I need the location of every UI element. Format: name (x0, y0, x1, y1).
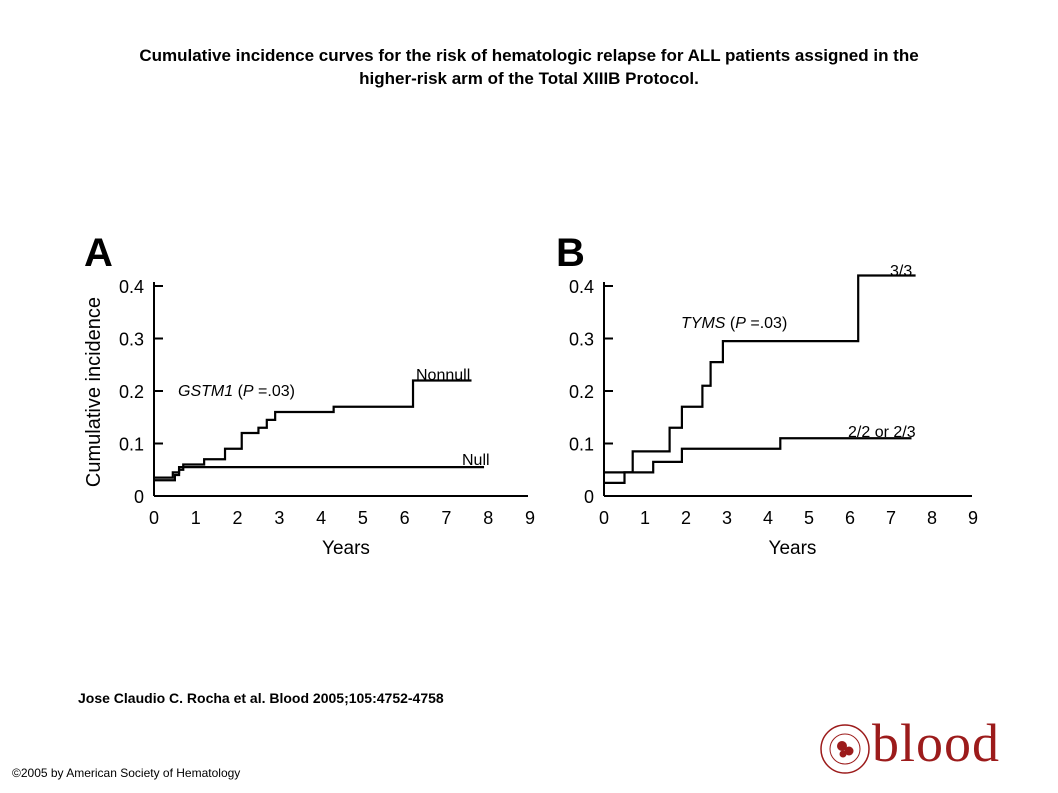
logo-wordmark: blood (872, 713, 1001, 773)
x-tick-label: 1 (191, 508, 201, 528)
x-tick-label: 3 (274, 508, 284, 528)
series-line-1 (604, 274, 916, 484)
x-tick-label: 0 (599, 508, 609, 528)
y-tick-label: 0.4 (119, 277, 144, 297)
significance-annotation: TYMS (P =.03) (681, 315, 787, 332)
y-tick-label: 0.3 (119, 330, 144, 350)
x-tick-label: 1 (640, 508, 650, 528)
chart-panel-a: A 0 0.1 0.2 0.3 0.4 0 1 2 3 4 5 6 7 8 9 Years Cumulative … (83, 231, 535, 559)
x-tick-label: 4 (316, 508, 326, 528)
x-tick-label: 6 (400, 508, 410, 528)
x-tick-label: 5 (804, 508, 814, 528)
x-tick-label: 5 (358, 508, 368, 528)
citation: Jose Claudio C. Rocha et al. Blood 2005;… (78, 690, 444, 706)
title-line-1: Cumulative incidence curves for the risk… (139, 46, 919, 65)
series-label: 2/2 or 2/3 (848, 424, 916, 441)
y-tick-label: 0.2 (119, 382, 144, 402)
series-label: Nonnull (416, 367, 470, 384)
x-tick-label: 7 (886, 508, 896, 528)
x-tick-label: 8 (483, 508, 493, 528)
panel-letter: A (84, 231, 113, 275)
x-axis-label: Years (322, 538, 370, 559)
series-line-2 (604, 437, 912, 474)
x-tick-label: 8 (927, 508, 937, 528)
x-axis-label: Years (769, 538, 817, 559)
society-seal-icon (820, 724, 870, 774)
y-tick-label: 0.1 (569, 435, 594, 455)
slide-title: Cumulative incidence curves for the risk… (30, 44, 1028, 90)
title-line-2: higher-risk arm of the Total XIIIB Proto… (359, 69, 699, 88)
y-tick-label: 0 (134, 487, 144, 507)
y-tick-label: 0 (584, 487, 594, 507)
x-tick-label: 4 (763, 508, 773, 528)
blood-logo: blood (818, 713, 1008, 776)
y-tick-label: 0.1 (119, 435, 144, 455)
y-axis-label: Cumulative incidence (83, 297, 105, 487)
copyright: ©2005 by American Society of Hematology (12, 766, 241, 780)
x-tick-label: 2 (681, 508, 691, 528)
significance-annotation: GSTM1 (P =.03) (178, 383, 295, 400)
y-tick-label: 0.4 (569, 277, 594, 297)
series-label: 3/3 (890, 263, 912, 280)
y-tick-label: 0.2 (569, 382, 594, 402)
x-tick-label: 0 (149, 508, 159, 528)
series-line-2 (154, 466, 485, 479)
x-tick-label: 9 (968, 508, 978, 528)
y-tick-label: 0.3 (569, 330, 594, 350)
chart-panel-b: B 0 0.1 0.2 0.3 0.4 0 1 2 3 4 5 6 7 8 9 Years 3/3 2/2 or 2… (556, 231, 978, 559)
x-tick-label: 3 (722, 508, 732, 528)
panel-letter: B (556, 231, 585, 275)
x-tick-label: 6 (845, 508, 855, 528)
x-tick-label: 7 (441, 508, 451, 528)
x-tick-label: 9 (525, 508, 535, 528)
series-label: Null (462, 452, 490, 469)
x-tick-label: 2 (233, 508, 243, 528)
